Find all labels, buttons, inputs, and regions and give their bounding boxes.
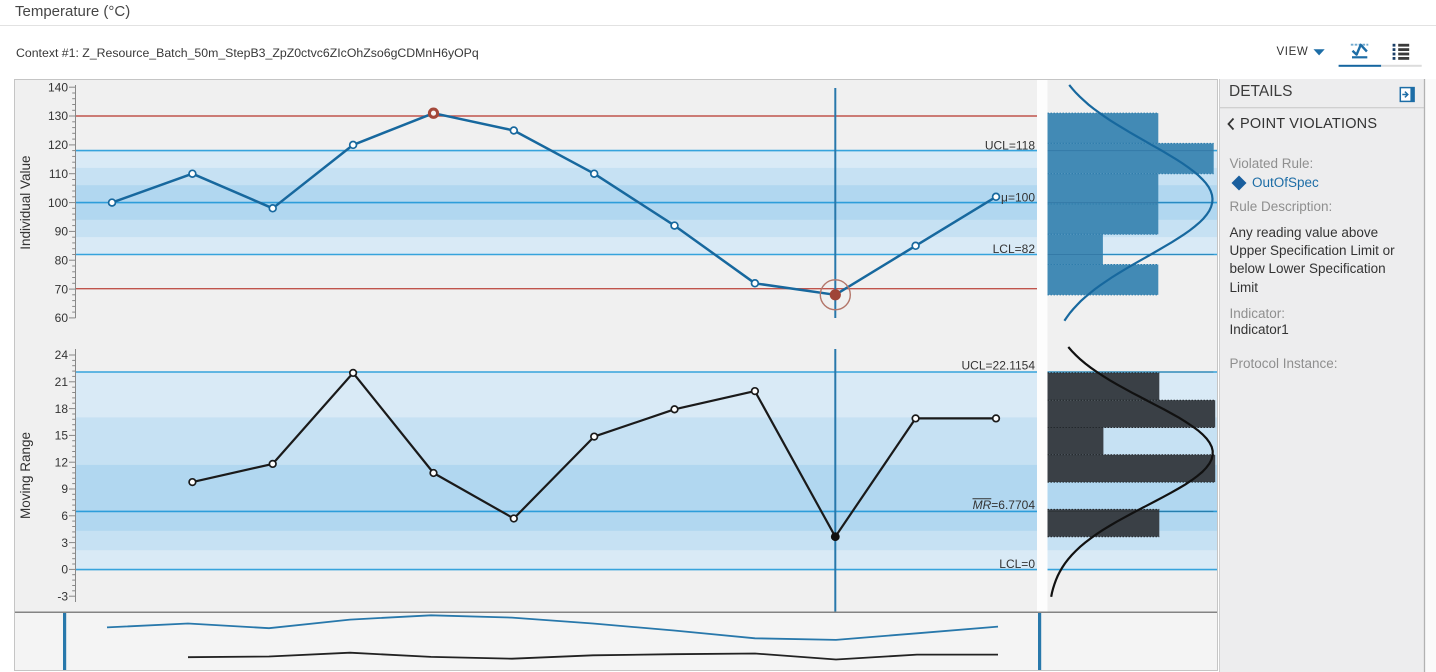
- svg-text:μ=100: μ=100: [1001, 191, 1035, 205]
- svg-text:6: 6: [61, 509, 68, 523]
- svg-text:UCL=118: UCL=118: [985, 138, 1035, 152]
- svg-text:110: 110: [49, 167, 68, 181]
- svg-text:Individual Value: Individual Value: [18, 155, 33, 249]
- svg-text:24: 24: [55, 348, 69, 362]
- svg-text:=6.7704: =6.7704: [991, 498, 1035, 512]
- svg-text:UCL=22.1154: UCL=22.1154: [962, 359, 1036, 373]
- svg-text:LCL=82: LCL=82: [993, 242, 1036, 256]
- svg-text:-3: -3: [57, 589, 68, 603]
- svg-text:15: 15: [55, 429, 69, 443]
- svg-text:18: 18: [55, 402, 69, 416]
- svg-text:70: 70: [55, 282, 69, 296]
- svg-text:140: 140: [48, 80, 68, 94]
- svg-text:9: 9: [61, 482, 68, 496]
- svg-text:21: 21: [55, 375, 69, 389]
- svg-text:0: 0: [61, 563, 68, 577]
- svg-text:LCL=0: LCL=0: [999, 557, 1035, 571]
- svg-text:12: 12: [55, 455, 69, 469]
- svg-text:80: 80: [55, 253, 69, 267]
- svg-text:3: 3: [61, 536, 68, 550]
- svg-text:100: 100: [48, 196, 68, 210]
- svg-text:60: 60: [55, 311, 69, 325]
- svg-text:Moving Range: Moving Range: [18, 432, 33, 519]
- svg-text:MR: MR: [973, 498, 992, 512]
- svg-text:90: 90: [55, 225, 69, 239]
- svg-text:130: 130: [48, 109, 68, 123]
- svg-text:120: 120: [48, 138, 68, 152]
